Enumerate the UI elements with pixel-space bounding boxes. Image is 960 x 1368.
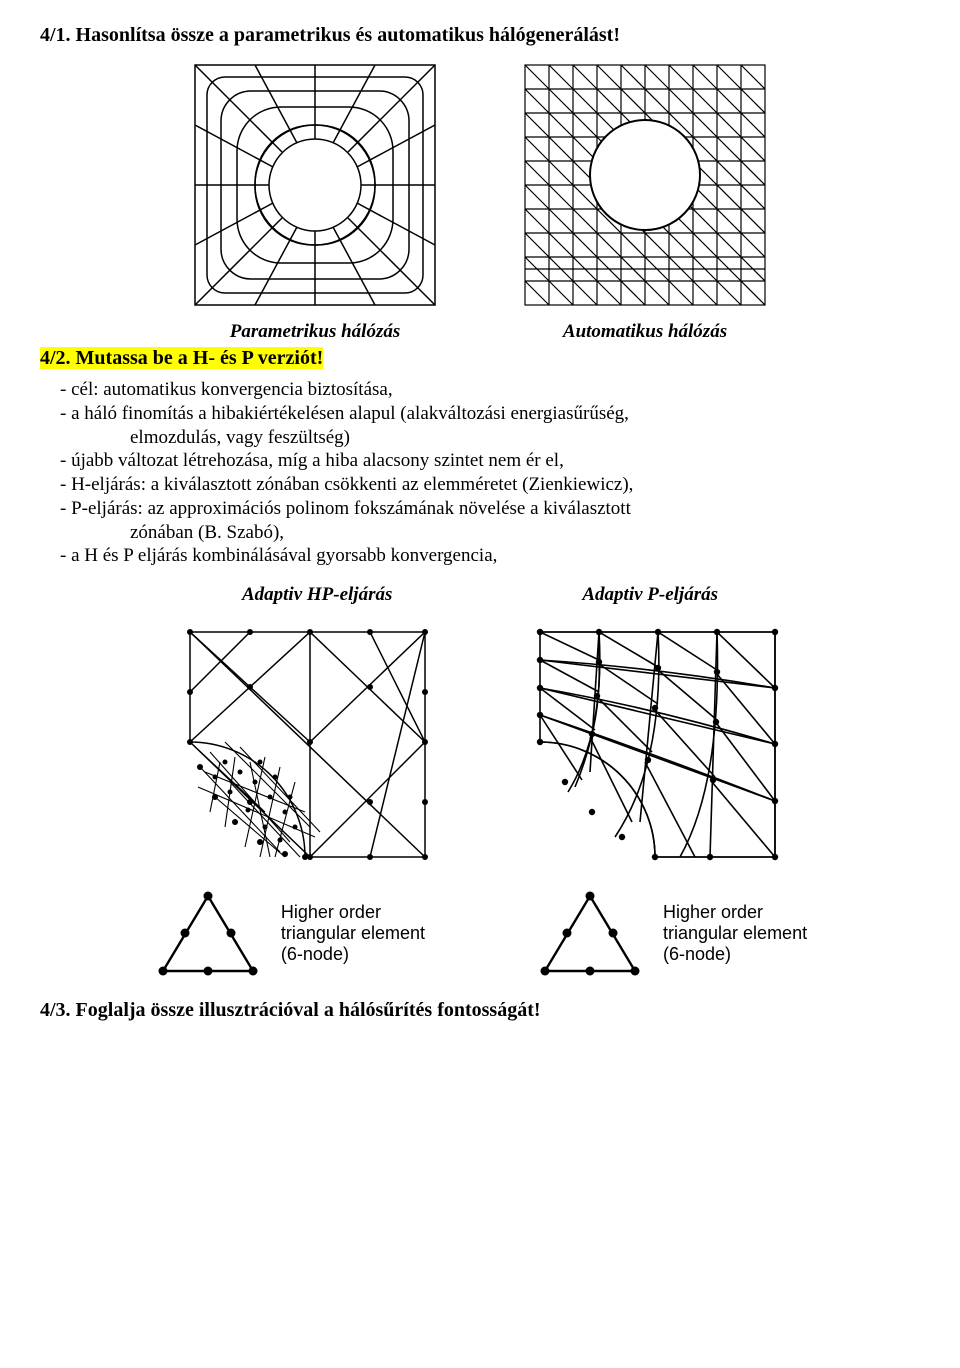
question-2-text: 4/2. Mutassa be a H- és P verziót!	[40, 347, 323, 369]
triangle-icon	[153, 886, 263, 981]
bullet-3: - újabb változat létrehozása, míg a hiba…	[60, 449, 920, 473]
tri-line3b: (6-node)	[663, 944, 807, 965]
figure-parametric: Parametrikus hálózás	[185, 55, 445, 343]
bullet-2b: elmozdulás, vagy feszültség)	[130, 426, 920, 450]
figure-automatic: Automatikus hálózás	[515, 55, 775, 343]
bullet-5: - P-eljárás: az approximációs polinom fo…	[60, 497, 920, 521]
tri-line3: (6-node)	[281, 944, 425, 965]
bullet-list: - cél: automatikus konvergencia biztosít…	[60, 378, 920, 568]
question-1-heading: 4/1. Hasonlítsa össze a parametrikus és …	[40, 24, 920, 47]
triangle-legend-row: Higher order triangular element (6-node)…	[40, 886, 920, 981]
triangle-left: Higher order triangular element (6-node)	[153, 886, 425, 981]
figure-row-1: Parametrikus hálózás	[40, 55, 920, 343]
adaptive-hp-caption: Adaptiv HP-eljárás	[242, 584, 392, 606]
tri-line1: Higher order	[281, 902, 425, 923]
question-2-heading: 4/2. Mutassa be a H- és P verziót!	[40, 347, 920, 370]
triangle-left-label: Higher order triangular element (6-node)	[281, 902, 425, 964]
question-3-heading: 4/3. Foglalja össze illusztrációval a há…	[40, 999, 920, 1022]
adaptive-p-svg	[520, 612, 790, 872]
figure-row-2	[40, 612, 920, 872]
bullet-6: - a H és P eljárás kombinálásával gyorsa…	[60, 544, 920, 568]
parametric-caption: Parametrikus hálózás	[230, 321, 401, 343]
tri-line2b: triangular element	[663, 923, 807, 944]
triangle-icon	[535, 886, 645, 981]
parametric-mesh-svg	[185, 55, 445, 315]
tri-line1b: Higher order	[663, 902, 807, 923]
figure-row-2-captions: Adaptiv HP-eljárás Adaptiv P-eljárás	[40, 578, 920, 606]
bullet-5b: zónában (B. Szabó),	[130, 521, 920, 545]
adaptive-p-caption: Adaptiv P-eljárás	[582, 584, 718, 606]
bullet-1: - cél: automatikus konvergencia biztosít…	[60, 378, 920, 402]
tri-line2: triangular element	[281, 923, 425, 944]
bullet-4: - H-eljárás: a kiválasztott zónában csök…	[60, 473, 920, 497]
automatic-caption: Automatikus hálózás	[563, 321, 727, 343]
figure-adaptive-p	[520, 612, 790, 872]
figure-adaptive-hp	[170, 612, 440, 872]
triangle-right-label: Higher order triangular element (6-node)	[663, 902, 807, 964]
automatic-mesh-svg	[515, 55, 775, 315]
triangle-right: Higher order triangular element (6-node)	[535, 886, 807, 981]
bullet-2: - a háló finomítás a hibakiértékelésen a…	[60, 402, 920, 426]
adaptive-hp-svg	[170, 612, 440, 872]
